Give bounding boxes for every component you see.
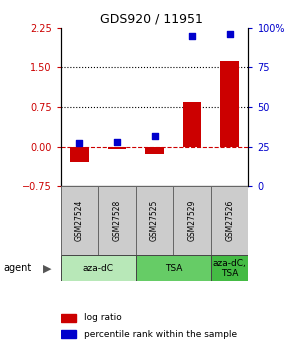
Point xyxy=(77,141,82,146)
Point xyxy=(115,139,119,145)
Bar xyxy=(61,255,136,281)
Bar xyxy=(173,186,211,255)
Bar xyxy=(61,186,98,255)
Bar xyxy=(98,186,136,255)
Text: GDS920 / 11951: GDS920 / 11951 xyxy=(100,12,203,25)
Text: GSM27529: GSM27529 xyxy=(188,200,197,242)
Point xyxy=(190,33,195,38)
Text: aza-dC,
TSA: aza-dC, TSA xyxy=(213,258,247,278)
Bar xyxy=(211,255,248,281)
Bar xyxy=(145,147,164,154)
Bar xyxy=(61,330,76,338)
Text: percentile rank within the sample: percentile rank within the sample xyxy=(84,329,237,338)
Text: GSM27525: GSM27525 xyxy=(150,200,159,242)
Text: TSA: TSA xyxy=(165,264,182,273)
Bar xyxy=(108,147,126,149)
Bar xyxy=(136,186,173,255)
Text: aza-dC: aza-dC xyxy=(83,264,114,273)
Bar xyxy=(220,61,239,147)
Point xyxy=(152,133,157,138)
Bar xyxy=(211,186,248,255)
Text: GSM27528: GSM27528 xyxy=(112,200,122,242)
Bar xyxy=(61,314,76,322)
Text: ▶: ▶ xyxy=(43,263,51,273)
Text: agent: agent xyxy=(3,263,31,273)
Text: GSM27524: GSM27524 xyxy=(75,200,84,242)
Point xyxy=(227,31,232,37)
Bar xyxy=(183,102,201,147)
Text: GSM27526: GSM27526 xyxy=(225,200,234,242)
Text: log ratio: log ratio xyxy=(84,314,122,323)
Bar xyxy=(70,147,89,162)
Bar xyxy=(136,255,211,281)
